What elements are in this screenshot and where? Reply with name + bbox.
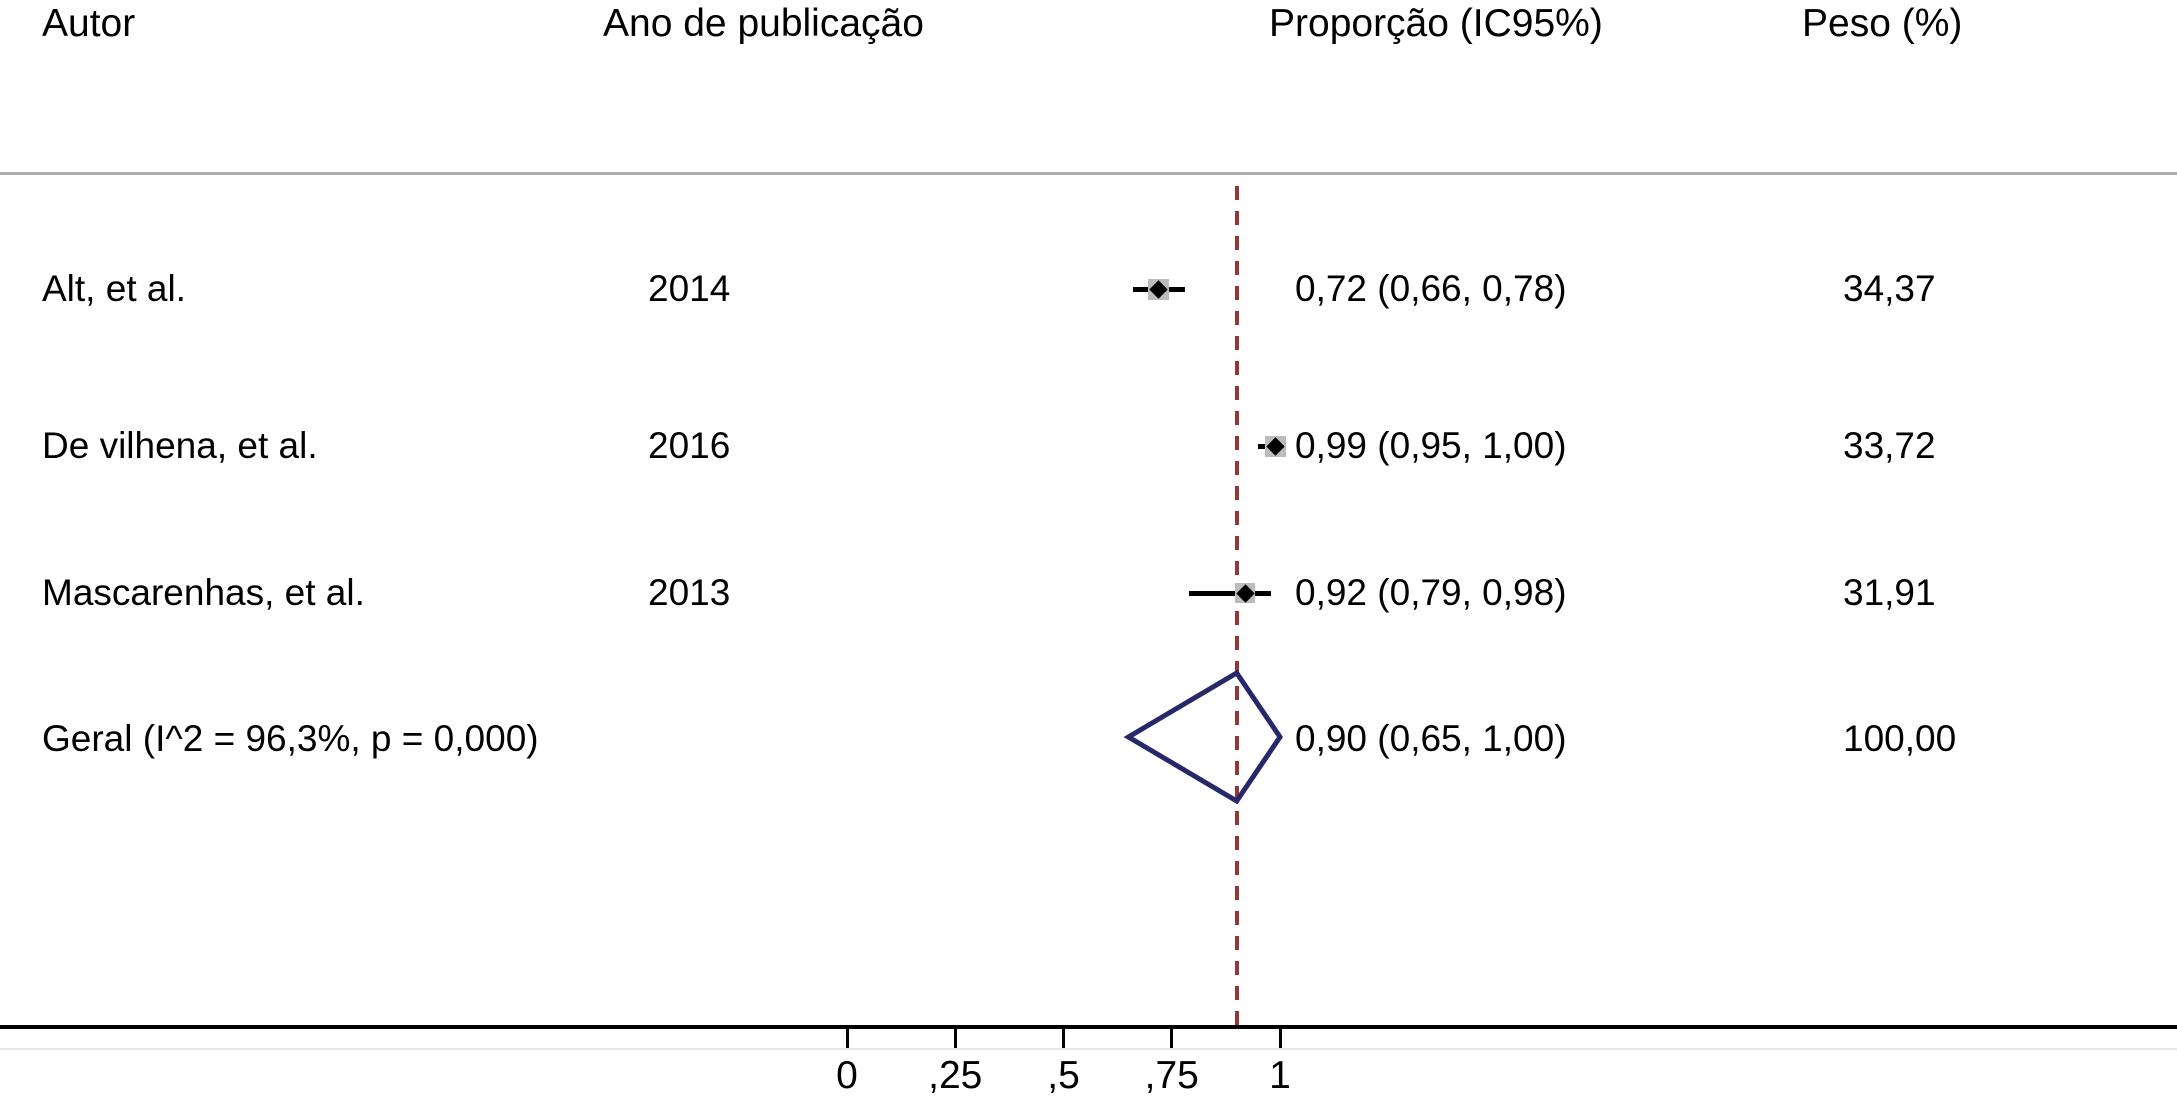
study-weight-text: 33,72 <box>1843 425 1936 466</box>
header-divider-rule <box>0 172 2177 175</box>
column-header-author: Autor <box>42 2 136 45</box>
study-author: Mascarenhas, et al. <box>42 572 365 613</box>
study-weight-text: 31,91 <box>1843 572 1936 613</box>
x-axis-line <box>0 1025 2177 1029</box>
column-header-year: Ano de publicação <box>603 2 924 45</box>
study-author: Alt, et al. <box>42 268 186 309</box>
column-header-weight: Peso (%) <box>1802 2 1963 45</box>
overall-reference-dashed-line <box>1234 186 1239 1027</box>
x-tick <box>845 1029 849 1048</box>
axis-shadow-rule <box>0 1048 2177 1050</box>
x-tick-label: ,75 <box>1144 1054 1199 1097</box>
study-year: 2014 <box>648 268 731 309</box>
overall-weight-text: 100,00 <box>1843 718 1957 759</box>
study-estimate-text: 0,72 (0,66, 0,78) <box>1295 268 1567 309</box>
study-weight-text: 34,37 <box>1843 268 1936 309</box>
x-tick <box>953 1029 957 1048</box>
x-tick <box>1062 1029 1065 1048</box>
overall-diamond <box>1123 669 1284 805</box>
study-author: De vilhena, et al. <box>42 425 318 466</box>
study-year: 2016 <box>648 425 731 466</box>
study-estimate-text: 0,92 (0,79, 0,98) <box>1295 572 1567 613</box>
overall-label: Geral (I^2 = 96,3%, p = 0,000) <box>42 718 539 759</box>
x-tick-label: 1 <box>1269 1054 1291 1097</box>
x-tick-label: ,5 <box>1047 1054 1080 1097</box>
study-estimate-text: 0,99 (0,95, 1,00) <box>1295 425 1567 466</box>
x-tick <box>1170 1029 1174 1048</box>
column-header-proportion: Proporção (IC95%) <box>1269 2 1603 45</box>
x-tick <box>1278 1029 1282 1048</box>
x-tick-label: ,25 <box>928 1054 983 1097</box>
ci-line <box>1189 590 1272 596</box>
overall-estimate-text: 0,90 (0,65, 1,00) <box>1295 718 1567 759</box>
x-tick-label: 0 <box>836 1054 858 1097</box>
study-year: 2013 <box>648 572 731 613</box>
